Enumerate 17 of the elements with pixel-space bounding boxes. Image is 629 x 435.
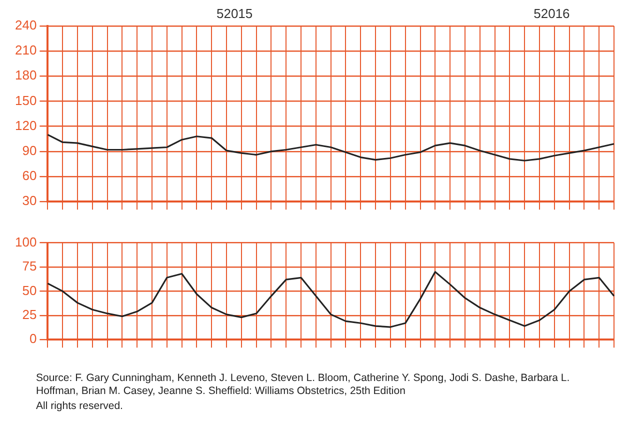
y-tick-label: 100 bbox=[14, 234, 37, 250]
y-tick-label: 25 bbox=[22, 306, 37, 322]
y-tick-label: 180 bbox=[14, 68, 37, 83]
y-tick-label: 0 bbox=[29, 331, 37, 346]
source-note: Source: F. Gary Cunningham, Kenneth J. Leveno, Steven L. Bloom, Catherine Y. Spong, Jodi S. Dashe, Barbara L. Hoffman, Brian M. Casey, Jeanne S. Sheffield: Williams Obstetrics, 25th Edition bbox=[36, 372, 571, 398]
text: All rights reserved. bbox=[36, 400, 124, 413]
y-tick-label: 90 bbox=[22, 143, 37, 158]
y-tick-label: 150 bbox=[14, 92, 37, 108]
y-tick-label: 30 bbox=[22, 193, 37, 208]
y-tick-label: 50 bbox=[22, 282, 37, 298]
text: 52016 bbox=[534, 6, 570, 21]
y-tick-label: 210 bbox=[14, 42, 37, 58]
y-tick-label: 240 bbox=[14, 18, 37, 33]
y-tick-label: 60 bbox=[22, 168, 37, 184]
y-tick-label: 120 bbox=[14, 118, 37, 133]
y-tick-label: 75 bbox=[22, 258, 37, 274]
text: 52015 bbox=[216, 6, 253, 21]
